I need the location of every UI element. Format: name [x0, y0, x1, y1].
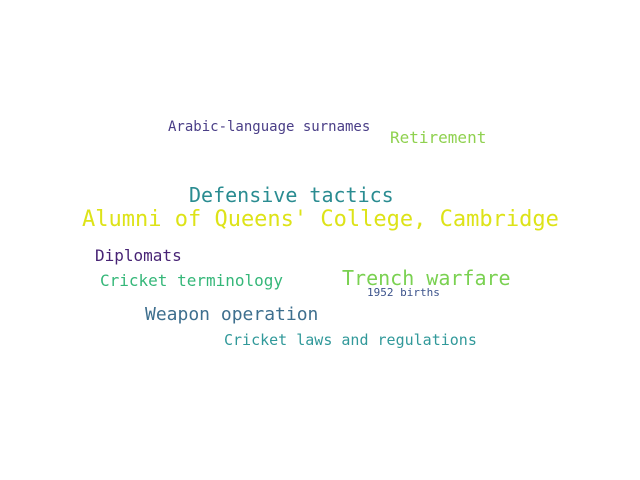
word-diplomats: Diplomats	[95, 246, 182, 265]
word-trench-warfare: Trench warfare	[342, 266, 511, 290]
word-cricket-laws: Cricket laws and regulations	[224, 331, 477, 349]
word-arabic-language-surnames: Arabic-language surnames	[168, 119, 371, 135]
word-cricket-terminology: Cricket terminology	[100, 271, 284, 290]
word-1952-births: 1952 births	[367, 286, 440, 299]
word-weapon-operation: Weapon operation	[145, 304, 319, 325]
word-retirement: Retirement	[390, 128, 487, 147]
word-alumni-queens-college: Alumni of Queens' College, Cambridge	[82, 207, 559, 232]
word-defensive-tactics: Defensive tactics	[189, 183, 394, 207]
